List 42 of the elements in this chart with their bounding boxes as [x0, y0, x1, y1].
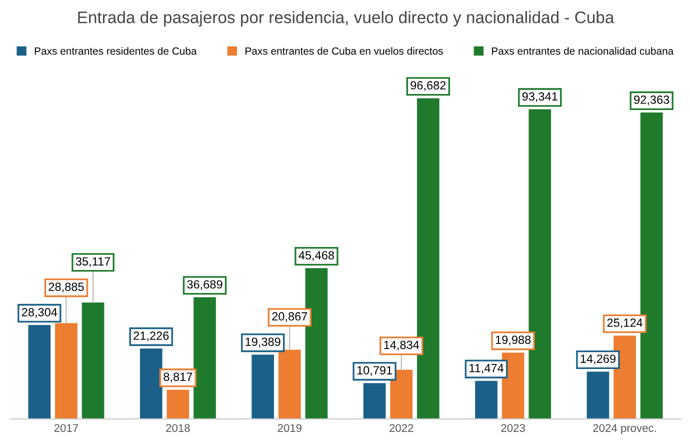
- data-label: 28,304: [22, 308, 58, 318]
- data-label: 96,682: [410, 81, 446, 91]
- data-label: 25,124: [607, 318, 642, 328]
- data-label: 11,474: [470, 364, 504, 374]
- data-label: 93,341: [522, 92, 558, 102]
- data-label: 21,226: [134, 331, 169, 342]
- bar: [194, 297, 216, 419]
- data-label: 92,363: [634, 96, 670, 106]
- data-label: 8,817: [164, 372, 192, 382]
- bar: [166, 390, 190, 419]
- data-label: 36,689: [187, 280, 222, 290]
- legend-label: Paxs entrantes de nacionalidad cubana: [492, 47, 674, 55]
- data-label: 10,791: [357, 366, 392, 376]
- data-label: 19,389: [246, 338, 280, 348]
- data-label: 35,117: [76, 257, 110, 267]
- legend-label: Paxs entrantes de Cuba en vuelos directos: [246, 47, 443, 55]
- legend-label: Paxs entrantes residentes de Cuba: [34, 47, 197, 55]
- x-tick-label: 2023: [501, 424, 525, 432]
- bar: [82, 302, 104, 419]
- bar: [55, 323, 78, 419]
- bar: [363, 383, 386, 419]
- data-label: 19,988: [496, 336, 531, 346]
- bar: [278, 350, 301, 419]
- bar: [614, 336, 636, 419]
- x-tick-label: 2018: [166, 424, 190, 432]
- data-label: 28,885: [48, 282, 84, 292]
- data-label: 20,867: [272, 312, 308, 322]
- data-label: 14,269: [580, 354, 616, 364]
- bar: [140, 348, 162, 419]
- x-tick-label: 2022: [390, 424, 414, 432]
- chart-title: Entrada de pasajeros por residencia, vuelo directo y nacionalidad - Cuba: [78, 11, 614, 27]
- bar: [586, 372, 610, 419]
- bar: [252, 354, 274, 419]
- x-tick-label: 2017: [54, 424, 78, 432]
- data-label: 45,468: [298, 251, 334, 261]
- x-tick-label: 2024 provec.: [593, 424, 656, 434]
- bar: [28, 325, 51, 419]
- bar: [390, 370, 413, 419]
- bar: [502, 352, 524, 419]
- bar: [475, 380, 498, 419]
- x-tick-label: 2019: [278, 424, 302, 432]
- data-label: 14,834: [384, 340, 420, 350]
